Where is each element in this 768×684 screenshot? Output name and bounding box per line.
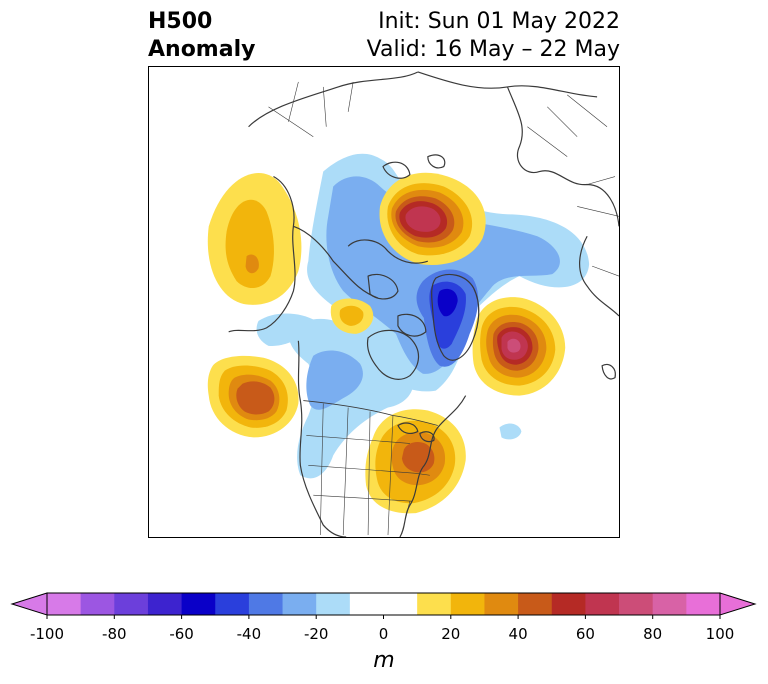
colorbar-tick-label: 0 [378,625,389,643]
colorbar-segment [585,593,620,615]
colorbar-segment [215,593,250,615]
colorbar-extend-low [10,592,48,616]
state-borders [306,403,430,536]
negative-anomaly-baffin-60 [437,288,458,317]
date-info: Init: Sun 01 May 2022 Valid: 16 May – 22… [367,8,620,64]
british-isles [601,363,616,380]
anomaly-shading [207,153,590,514]
russia-borders [268,81,354,137]
colorbar-segment [484,593,519,615]
greenland-coast [431,273,480,361]
colorbar-segment [551,593,586,615]
colorbar-unit-label: m [373,648,395,673]
colorbar-segment [282,593,317,615]
colorbar-segment [248,593,284,615]
colorbar-extend-high [719,592,757,616]
colorbar-tick-label: 60 [575,625,595,643]
anomaly-map [148,66,620,538]
title-line-1: H500 [148,9,213,34]
scandinavia-coast [579,235,619,317]
map-title: H500 Anomaly [148,8,255,64]
negative-anomaly-west-na-20 [306,350,363,410]
colorbar-segment [349,593,384,615]
colorbar-segment [450,593,485,615]
europe-borders [527,94,619,277]
alaska-coast [228,176,379,333]
colorbar-tick-label: 100 [705,625,735,643]
negative-anomaly-pacific-band [256,313,317,347]
valid-date: Valid: 16 May – 22 May [366,37,620,62]
positive-anomaly-epac-40 [236,381,275,415]
colorbar-segment [316,593,351,615]
positive-anomaly-alaska-20 [225,199,274,289]
great-lakes [397,422,435,443]
colorbar-segment [383,593,418,615]
hudson-bay-coast [366,329,420,380]
title-line-2: Anomaly [148,37,256,62]
positive-anomaly-eus-40 [401,442,435,473]
arctic-islands [382,154,446,179]
colorbar-segment [518,593,553,615]
colorbar-segment [181,593,216,615]
canadian-archipelago [347,239,429,337]
colorbar-tick-label: 20 [441,625,461,643]
colorbar-tick-label: 80 [643,625,663,643]
colorbar-segment [652,593,687,615]
positive-anomaly-beaufort-20 [339,305,364,326]
colorbar-segment [686,593,721,615]
init-date: Init: Sun 01 May 2022 [378,9,620,34]
positive-anomaly-arctic-60 [405,206,441,232]
colorbar-segment [147,593,183,615]
coastlines [228,71,619,537]
colorbar-tick-label: 40 [508,625,528,643]
colorbar-segment [80,593,115,615]
positive-anomaly-atlantic-70 [507,338,521,353]
map-canvas [207,71,619,537]
colorbar [10,592,757,619]
colorbar-tick-label: -100 [29,625,65,643]
colorbar-segment [47,593,82,615]
colorbar-tick-label: -40 [236,625,262,643]
colorbar-tick-label: -20 [303,625,329,643]
colorbar-ticks [46,615,721,619]
colorbar-tick-label: -60 [169,625,194,643]
colorbar-segment [114,593,149,615]
negative-anomaly-atlantic-spot [499,423,522,440]
us-canada-border [303,400,438,426]
colorbar-segments [10,592,757,616]
positive-anomaly-alaska-30 [245,254,259,274]
colorbar-segment [417,593,452,615]
north-america-west-coast [297,340,347,537]
colorbar-segment [619,593,654,615]
eurasia-coast [248,71,619,227]
colorbar-tick-label: -80 [102,625,127,643]
